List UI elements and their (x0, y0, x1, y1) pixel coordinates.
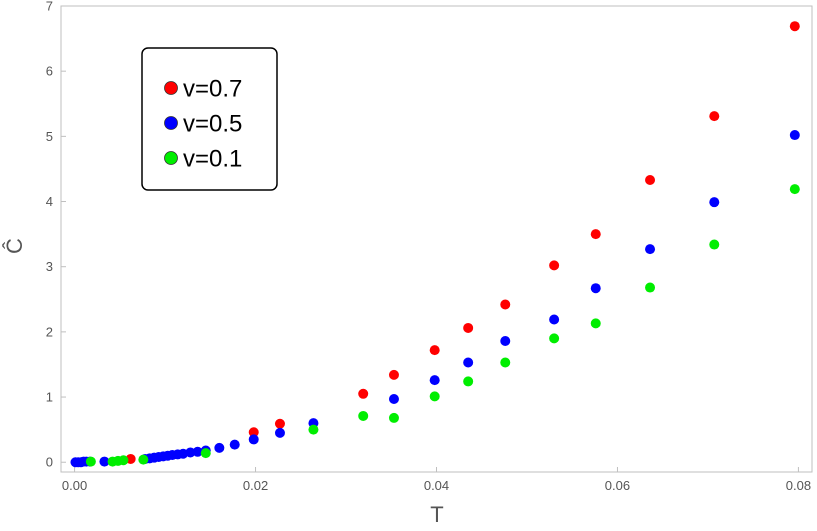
data-point (358, 410, 369, 421)
legend-marker (164, 81, 178, 95)
data-point (789, 21, 800, 32)
data-point (214, 442, 225, 453)
y-tick-label: 2 (46, 324, 53, 339)
legend-marker (164, 116, 178, 130)
data-point (274, 418, 285, 429)
data-point (248, 427, 259, 438)
legend: v=0.7 v=0.5 v=0.1 (141, 47, 278, 191)
data-point (99, 456, 110, 467)
data-point (645, 244, 656, 255)
x-tick-label: 0.00 (62, 478, 87, 493)
data-points (70, 21, 800, 468)
data-point (549, 333, 560, 344)
data-point (274, 427, 285, 438)
data-point (709, 197, 720, 208)
data-point (709, 111, 720, 122)
legend-label: v=0.7 (183, 76, 242, 103)
y-axis-ticks: 0 1 2 3 4 5 6 7 (46, 0, 66, 470)
data-point (500, 335, 511, 346)
data-point (358, 388, 369, 399)
data-point (229, 439, 240, 450)
data-point (590, 283, 601, 294)
data-point (308, 424, 319, 435)
data-point (709, 239, 720, 250)
data-point (590, 229, 601, 240)
x-tick-label: 0.08 (786, 478, 811, 493)
data-point (463, 357, 474, 368)
data-point (118, 455, 129, 466)
legend-marker (164, 151, 178, 165)
x-tick-label: 0.06 (605, 478, 630, 493)
data-point (388, 394, 399, 405)
data-point (388, 369, 399, 380)
y-tick-label: 0 (46, 455, 53, 470)
y-tick-label: 1 (46, 390, 53, 405)
y-tick-label: 7 (46, 0, 53, 14)
data-point (549, 314, 560, 325)
data-point (429, 345, 440, 356)
data-point (645, 282, 656, 293)
data-point (789, 130, 800, 141)
data-point (200, 448, 211, 459)
y-axis-label: Ĉ (2, 238, 27, 254)
data-point (192, 446, 203, 457)
legend-items: v=0.7 v=0.5 v=0.1 (164, 76, 242, 173)
y-tick-label: 3 (46, 259, 53, 274)
legend-label: v=0.1 (183, 146, 242, 173)
series-1 (125, 21, 800, 464)
series-3 (85, 184, 800, 467)
data-point (590, 318, 601, 329)
data-point (463, 322, 474, 333)
data-point (645, 175, 656, 186)
x-axis-ticks: 0.00 0.02 0.04 0.06 0.08 (62, 467, 811, 493)
data-point (85, 456, 96, 467)
data-point (549, 260, 560, 271)
data-point (500, 357, 511, 368)
data-point (463, 376, 474, 387)
data-point (500, 299, 511, 310)
legend-label: v=0.5 (183, 111, 242, 138)
x-axis-label: T (430, 502, 443, 527)
x-tick-label: 0.02 (243, 478, 268, 493)
data-point (429, 391, 440, 402)
x-tick-label: 0.04 (424, 478, 449, 493)
data-point (185, 447, 196, 458)
data-point (138, 454, 149, 465)
y-tick-label: 5 (46, 129, 53, 144)
y-tick-label: 6 (46, 64, 53, 79)
data-point (789, 184, 800, 195)
data-point (429, 375, 440, 386)
y-tick-label: 4 (46, 194, 53, 209)
data-point (388, 412, 399, 423)
data-point (248, 434, 259, 445)
